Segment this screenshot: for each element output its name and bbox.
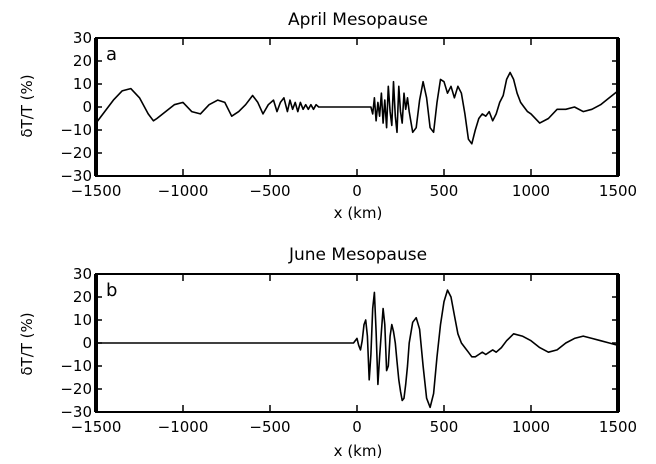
panel-b: June Mesopause δT/T (%) 30 20 10 0 −10 −20 −30…	[18, 245, 637, 460]
panel-a: April Mesopause δT/T (%) 30 20 10 0 −10 −20 −3…	[18, 10, 637, 222]
x-tick-label: 1000	[512, 182, 550, 200]
panel-b-title: June Mesopause	[288, 245, 427, 265]
x-tick-label: −1000	[158, 182, 209, 200]
y-tick-label: 10	[73, 311, 92, 329]
x-tick-label: −500	[249, 418, 290, 436]
panel-letter: a	[106, 44, 117, 65]
y-tick-label: −10	[60, 121, 92, 139]
x-tick-label: 1500	[599, 182, 637, 200]
y-tick-label: 30	[73, 29, 92, 47]
panel-b-ylabel: δT/T (%)	[18, 312, 36, 375]
panel-a-plot: 30 20 10 0 −10 −20 −30−1500 −1000 −500 0 500 1000 15…	[60, 29, 637, 200]
x-tick-label: 500	[430, 418, 459, 436]
series-line	[95, 71, 619, 145]
y-tick-label: −20	[60, 144, 92, 162]
y-tick-label: 20	[73, 288, 92, 306]
y-tick-label: −20	[60, 380, 92, 398]
y-tick-label: 30	[73, 265, 92, 283]
x-tick-label: 1000	[512, 418, 550, 436]
x-tick-label: 500	[430, 182, 459, 200]
y-tick-label: 20	[73, 52, 92, 70]
panel-a-xlabel: x (km)	[334, 204, 383, 222]
x-tick-label: −1500	[71, 182, 122, 200]
x-tick-label: 0	[352, 182, 362, 200]
y-tick-label: 0	[82, 98, 92, 116]
y-tick-label: 10	[73, 75, 92, 93]
x-tick-label: −500	[249, 182, 290, 200]
panel-letter: b	[106, 280, 117, 301]
x-tick-label: −1000	[158, 418, 209, 436]
y-tick-label: −10	[60, 357, 92, 375]
x-tick-label: 1500	[599, 418, 637, 436]
y-tick-label: −30	[60, 403, 92, 421]
panel-a-title: April Mesopause	[288, 10, 428, 30]
y-tick-label: 0	[82, 334, 92, 352]
x-tick-label: 0	[352, 418, 362, 436]
panel-b-xlabel: x (km)	[334, 442, 383, 460]
panel-b-plot: 30 20 10 0 −10 −20 −30−1500 −1000 −500 0 500 1000 15…	[60, 265, 637, 436]
series-line	[96, 289, 619, 409]
y-tick-label: −30	[60, 167, 92, 185]
panel-a-ylabel: δT/T (%)	[18, 74, 36, 137]
x-tick-label: −1500	[71, 418, 122, 436]
